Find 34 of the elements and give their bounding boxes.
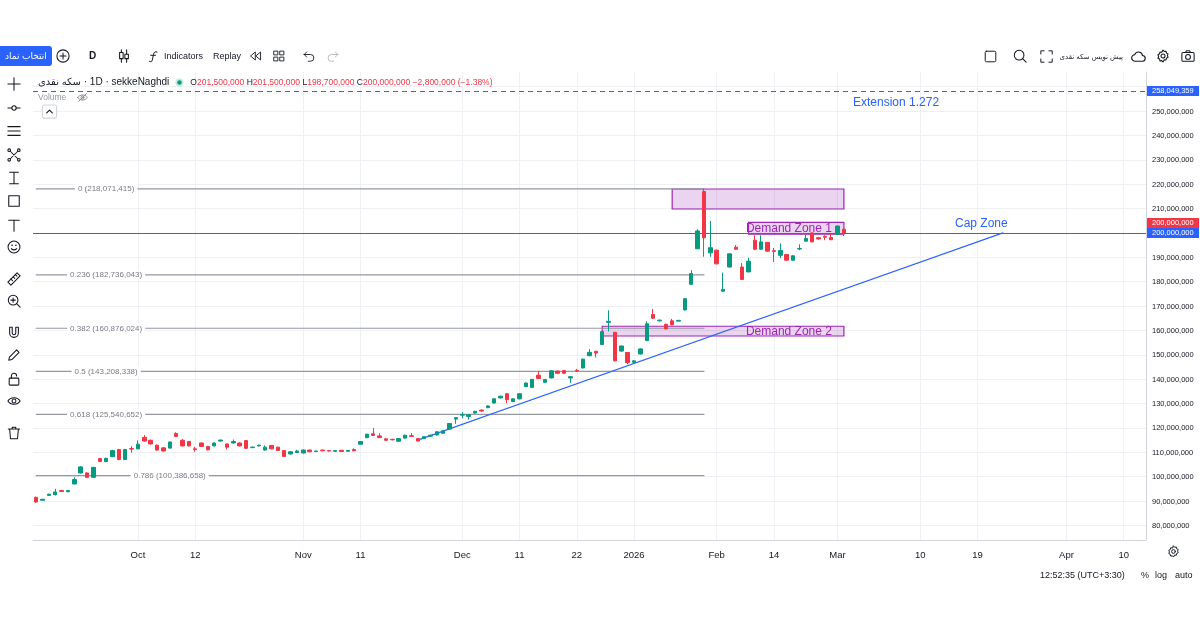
x-tick-label: Feb — [708, 548, 725, 560]
series-label: 0.5 (143,208,338) — [74, 366, 139, 376]
text: % — [1141, 570, 1150, 580]
button: انتخاب نماد — [0, 46, 52, 66]
text: 12:52:35 (UTC+3:30) — [1040, 570, 1125, 580]
x-tick-label: 14 — [768, 548, 780, 560]
text: log — [1155, 570, 1168, 580]
ref-line-label: Cap Zone — [955, 215, 1008, 230]
x-tick-label: 11 — [514, 548, 525, 560]
x-tick-label: 11 — [355, 548, 366, 560]
x-tick-label: Nov — [294, 548, 312, 560]
x-tick-label: 22 — [571, 548, 583, 560]
x-tick-label: 2026 — [623, 548, 645, 560]
series-label: 0 (218,071,415) — [77, 184, 135, 194]
series-label: 0.236 (182,736,043) — [70, 270, 143, 280]
series-label: 0.618 (125,540,652) — [70, 409, 143, 419]
x-tick-label: 19 — [972, 548, 983, 560]
text: auto — [1175, 570, 1193, 580]
series-label: 0.382 (160,876,024) — [70, 323, 143, 333]
legend-label: Demand Zone 2 — [745, 324, 832, 339]
x-tick-label: 10 — [1118, 548, 1130, 560]
x-tick-label: Apr — [1059, 548, 1074, 560]
x-tick-label: 10 — [914, 548, 926, 560]
ref-line-label: Extension 1.272 — [853, 95, 940, 110]
text: D — [89, 50, 97, 61]
x-tick-label: 12 — [189, 548, 201, 560]
series-label: 0.786 (100,386,658) — [133, 471, 207, 481]
x-tick-label: Oct — [130, 548, 146, 560]
x-tick-label: Dec — [453, 548, 471, 560]
text: Replay — [213, 51, 242, 61]
x-tick-label: Mar — [829, 548, 846, 560]
annotation: Volume — [38, 92, 67, 102]
text: Indicators — [164, 51, 204, 61]
text: O201,500,000 H201,500,000 L198,700,000 C200,000,000 −2,800,000 (−1.38%) — [190, 76, 493, 87]
